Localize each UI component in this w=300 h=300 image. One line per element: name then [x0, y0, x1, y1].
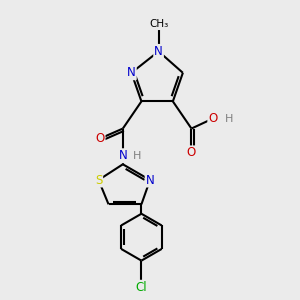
Text: O: O [187, 146, 196, 159]
Text: S: S [95, 173, 102, 187]
Text: N: N [118, 149, 127, 162]
Text: H: H [133, 151, 141, 161]
Text: N: N [127, 66, 136, 79]
Text: Cl: Cl [136, 281, 147, 294]
Text: N: N [146, 173, 154, 187]
Text: N: N [154, 45, 163, 58]
Text: O: O [95, 132, 105, 145]
Text: H: H [224, 114, 233, 124]
Text: O: O [208, 112, 218, 125]
Text: CH₃: CH₃ [149, 19, 168, 29]
